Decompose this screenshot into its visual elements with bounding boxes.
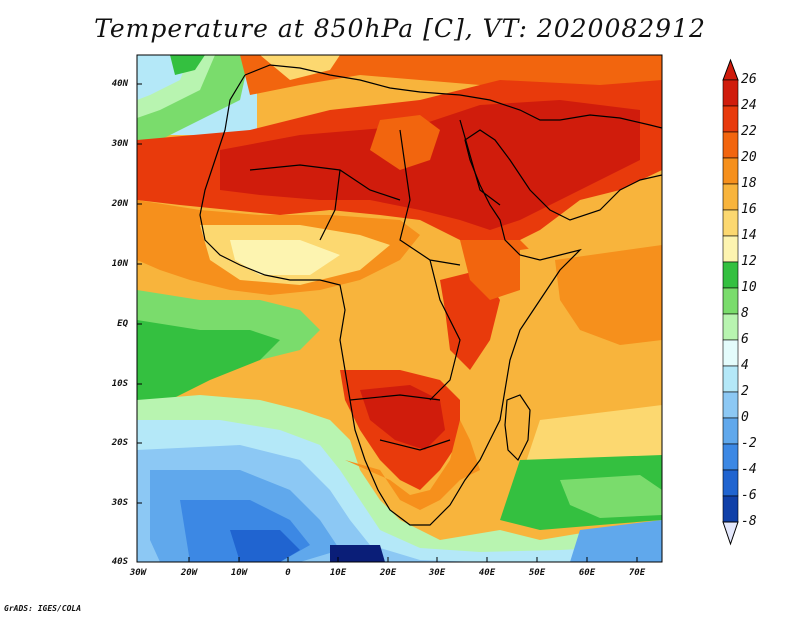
colorbar-swatch	[722, 183, 739, 211]
lon-label-10e: 10E	[329, 568, 347, 578]
map-title: Temperature at 850hPa [C], VT: 202008291…	[94, 14, 706, 43]
colorbar-swatch	[722, 209, 739, 237]
lat-label-20s: 20S	[111, 438, 128, 448]
lat-label-20n: 20N	[111, 199, 128, 209]
colorbar-tick-label: 10	[741, 280, 757, 295]
colorbar	[722, 58, 739, 546]
lon-label-30w: 30W	[129, 568, 147, 578]
lon-label-30e: 30E	[428, 568, 446, 578]
colorbar-swatch	[722, 365, 739, 393]
temperature-field	[137, 55, 662, 562]
lat-label-40s: 40S	[111, 557, 128, 567]
colorbar-swatch	[722, 417, 739, 445]
colorbar-top-arrow	[722, 58, 739, 81]
colorbar-tick-label: 14	[741, 228, 757, 243]
colorbar-tick-label: 24	[741, 98, 757, 113]
lat-label-30n: 30N	[111, 139, 128, 149]
lat-label-40n: 40N	[111, 79, 128, 89]
colorbar-tick-label: 4	[741, 358, 749, 373]
coastlines	[199, 64, 662, 526]
lon-label-50e: 50E	[528, 568, 546, 578]
colorbar-swatch	[722, 391, 739, 419]
colorbar-swatch	[722, 157, 739, 185]
colorbar-swatch	[722, 261, 739, 289]
lon-label-40e: 40E	[478, 568, 496, 578]
colorbar-tick-label: -4	[741, 462, 757, 477]
colorbar-tick-label: 26	[741, 72, 757, 87]
colorbar-tick-label: 16	[741, 202, 757, 217]
colorbar-tick-label: 20	[741, 150, 757, 165]
lon-label-10w: 10W	[230, 568, 248, 578]
lon-label-70e: 70E	[628, 568, 646, 578]
lon-label-0: 0	[285, 568, 291, 578]
colorbar-tick-label: 2	[741, 384, 749, 399]
colorbar-tick-label: -6	[741, 488, 757, 503]
colorbar-swatch	[722, 105, 739, 133]
colorbar-swatch	[722, 339, 739, 367]
colorbar-tick-label: 22	[741, 124, 757, 139]
colorbar-swatch	[722, 287, 739, 315]
lat-label-10n: 10N	[111, 259, 128, 269]
lon-label-60e: 60E	[578, 568, 596, 578]
lat-label-10s: 10S	[111, 379, 128, 389]
lat-label-30s: 30S	[111, 498, 128, 508]
colorbar-tick-label: 8	[741, 306, 749, 321]
colorbar-tick-label: 12	[741, 254, 757, 269]
colorbar-tick-label: 18	[741, 176, 757, 191]
colorbar-swatch	[722, 495, 739, 523]
colorbar-swatch	[722, 469, 739, 497]
colorbar-swatch	[722, 235, 739, 263]
colorbar-tick-label: -8	[741, 514, 757, 529]
lon-label-20e: 20E	[379, 568, 397, 578]
axis-ticks	[137, 83, 638, 562]
lon-label-20w: 20W	[180, 568, 198, 578]
colorbar-tick-label: -2	[741, 436, 757, 451]
colorbar-swatch	[722, 443, 739, 471]
colorbar-swatch	[722, 79, 739, 107]
colorbar-tick-label: 0	[741, 410, 749, 425]
credit-text: GrADS: IGES/COLA	[4, 604, 82, 613]
map-frame	[136, 54, 663, 563]
colorbar-bottom-arrow	[722, 521, 739, 546]
colorbar-swatch	[722, 313, 739, 341]
colorbar-tick-label: 6	[741, 332, 749, 347]
colorbar-swatch	[722, 131, 739, 159]
lat-label-eq: EQ	[117, 319, 128, 329]
